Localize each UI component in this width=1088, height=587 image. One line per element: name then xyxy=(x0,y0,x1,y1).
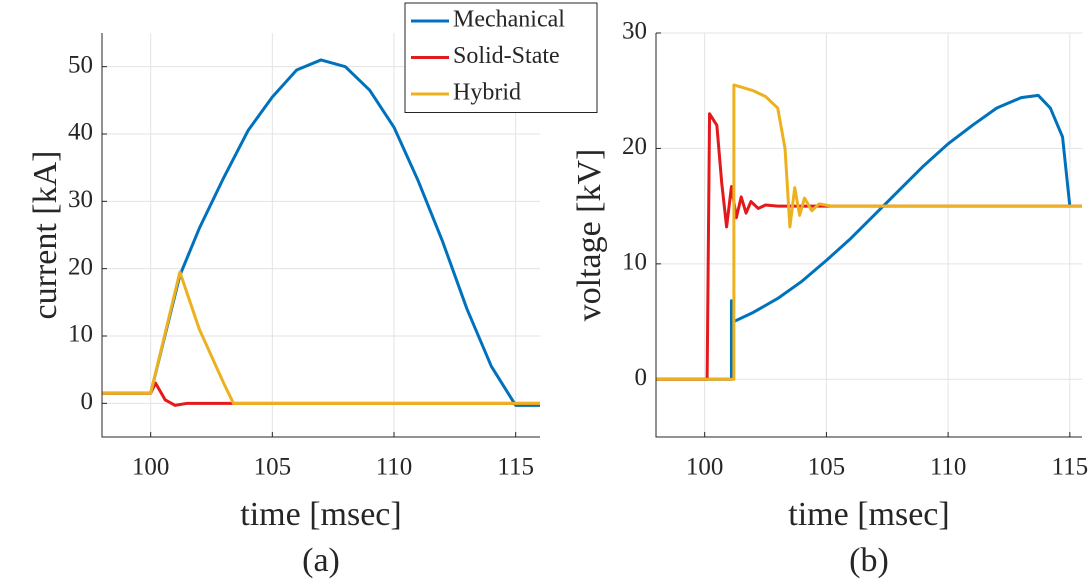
legend-label: Solid-State xyxy=(453,43,560,69)
data-line xyxy=(656,112,1082,381)
x-tick-label: 110 xyxy=(930,454,967,481)
data-line xyxy=(656,93,1072,381)
y-tick-label: 0 xyxy=(635,364,648,391)
y-tick-label: 30 xyxy=(68,186,93,213)
legend: Mechanical Solid-State Hybrid xyxy=(404,2,598,113)
y-tick-label: 20 xyxy=(68,253,93,280)
x-axis-label: time [msec] xyxy=(788,496,949,533)
data-line xyxy=(656,83,1082,381)
y-tick-label: 10 xyxy=(68,321,93,348)
plot-area: 100 105 110 115 0 10 20 30 time [msec] (b) voltage… xyxy=(571,18,1088,579)
caption: (b) xyxy=(849,542,889,579)
y-tick-label: 10 xyxy=(622,249,647,276)
data-line xyxy=(102,270,540,405)
x-tick-label: 100 xyxy=(132,454,170,481)
legend-label: Hybrid xyxy=(453,80,521,106)
plot-background xyxy=(656,33,1082,437)
plot-area: 100 105 110 115 0 10 20 30 40 50 time [msec] (a) cur… xyxy=(27,33,540,579)
data-line xyxy=(102,58,540,407)
x-tick-label: 115 xyxy=(497,454,534,481)
y-axis-label: voltage [kV] xyxy=(571,149,608,322)
x-tick-label: 105 xyxy=(254,454,292,481)
x-tick-label: 115 xyxy=(1052,454,1088,481)
axes-frame xyxy=(655,33,1082,438)
y-tick-label: 30 xyxy=(622,18,647,45)
y-tick-label: 20 xyxy=(622,133,647,160)
caption: (a) xyxy=(302,542,340,579)
y-tick-label: 50 xyxy=(68,51,93,78)
axes-frame xyxy=(101,33,540,438)
y-axis-label: current [kA] xyxy=(27,151,64,320)
x-axis-label: time [msec] xyxy=(240,496,401,533)
x-tick-label: 110 xyxy=(376,454,413,481)
y-tick-label: 0 xyxy=(81,388,94,415)
y-tick-label: 40 xyxy=(68,119,93,146)
x-tick-label: 100 xyxy=(686,454,724,481)
legend-label: Mechanical xyxy=(453,7,565,33)
x-tick-label: 105 xyxy=(808,454,846,481)
